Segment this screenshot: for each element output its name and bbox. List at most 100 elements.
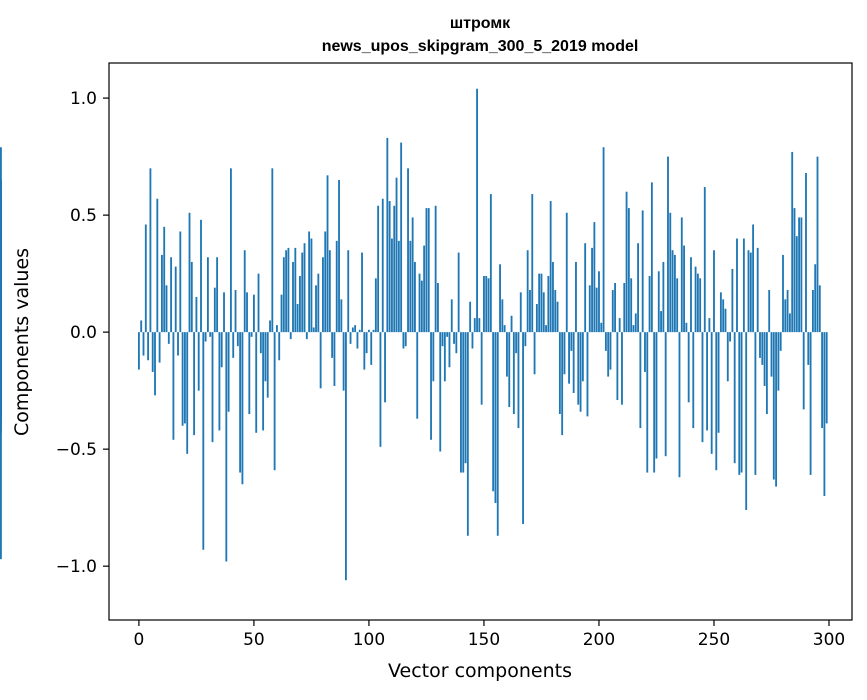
bar-69 [296,304,299,333]
bar-undefined [0,182,2,333]
bar-242 [694,266,697,333]
bar-120 [414,261,416,333]
bar-161 [508,332,511,408]
bar-135 [448,332,451,368]
x-tick-label: 50 [243,630,265,650]
bar-162 [510,315,513,333]
bar-156 [496,332,499,536]
bar-200 [598,271,600,333]
bar-39 [227,332,230,412]
bar-167 [522,332,524,525]
bar-108 [386,137,389,333]
bar-230 [667,156,669,333]
y-axis: −1.0 −0.5 0.0 0.5 1.0 [56,89,109,577]
bar-178 [547,275,550,333]
bar-233 [673,254,676,333]
bar-169 [526,250,529,333]
bar-236 [680,217,683,333]
bar-179 [549,201,552,333]
bar-274 [768,290,771,333]
bar-173 [535,304,538,333]
bar-205 [609,332,612,370]
bar-196 [588,285,591,333]
bar-160 [506,332,508,377]
bar-163 [512,332,515,415]
bar-70 [299,275,301,333]
bar-154 [492,332,495,492]
bar-264 [745,332,748,511]
bar-122 [418,273,421,333]
bar-279 [779,332,782,351]
y-tick-label: −0.5 [56,440,97,460]
bar-292 [809,332,812,475]
bar-262 [740,332,743,473]
bar-undefined [0,297,2,333]
bar-201 [600,322,603,333]
y-axis-label: Components values [11,248,33,436]
bar-248 [708,318,711,333]
bar-9 [158,332,161,363]
bar-171 [531,194,534,333]
bar-249 [710,332,713,454]
bar-243 [696,273,699,333]
bar-146 [473,318,476,333]
bar-189 [572,332,575,393]
bar-157 [499,264,501,333]
bar-252 [717,332,720,433]
bar-23 [190,261,193,333]
bar-255 [724,308,727,333]
bar-37 [223,292,225,333]
bar-95 [356,332,359,349]
bar-8 [156,198,159,333]
bar-283 [788,313,791,333]
bar-84 [331,332,334,358]
bar-229 [664,332,667,457]
bar-175 [540,273,543,333]
bar-47 [246,292,248,333]
bar-17 [177,332,179,356]
bar-192 [579,332,582,412]
bar-110 [391,238,393,333]
bar-235 [678,332,681,478]
bar-272 [763,332,766,386]
bar-291 [807,332,810,365]
bar-271 [761,332,764,365]
bar-268 [754,332,757,475]
bar-285 [793,208,796,333]
bar-250 [713,250,715,333]
bar-208 [616,332,619,401]
bar-24 [193,332,196,436]
plot-area-frame [108,62,853,621]
bar-45 [241,332,244,485]
bar-119 [411,217,414,333]
bar-232 [671,250,674,333]
bar-33 [213,287,216,333]
bar-203 [604,332,607,351]
bar-undefined [0,332,2,560]
bar-28 [202,332,205,550]
bar-170 [529,290,531,333]
bar-0 [137,332,140,370]
bar-265 [747,250,750,333]
bar-90 [345,332,347,581]
bar-71 [301,252,304,333]
bar-44 [239,332,242,473]
bar-123 [420,280,423,333]
bar-253 [719,292,722,333]
bar-259 [733,332,736,464]
bar-38 [225,332,228,562]
chart-title-line-1: штромк [450,15,511,32]
bar-263 [742,238,745,333]
bar-269 [756,247,759,333]
bar-62 [280,294,283,333]
bar-219 [641,210,644,333]
bar-183 [558,332,561,415]
bar-79 [319,332,322,389]
bar-166 [519,292,522,333]
bar-125 [425,208,428,333]
bar-152 [487,278,490,333]
bar-14 [170,257,173,333]
bar-32 [211,332,214,443]
bar-290 [805,173,807,333]
bar-86 [335,240,338,333]
